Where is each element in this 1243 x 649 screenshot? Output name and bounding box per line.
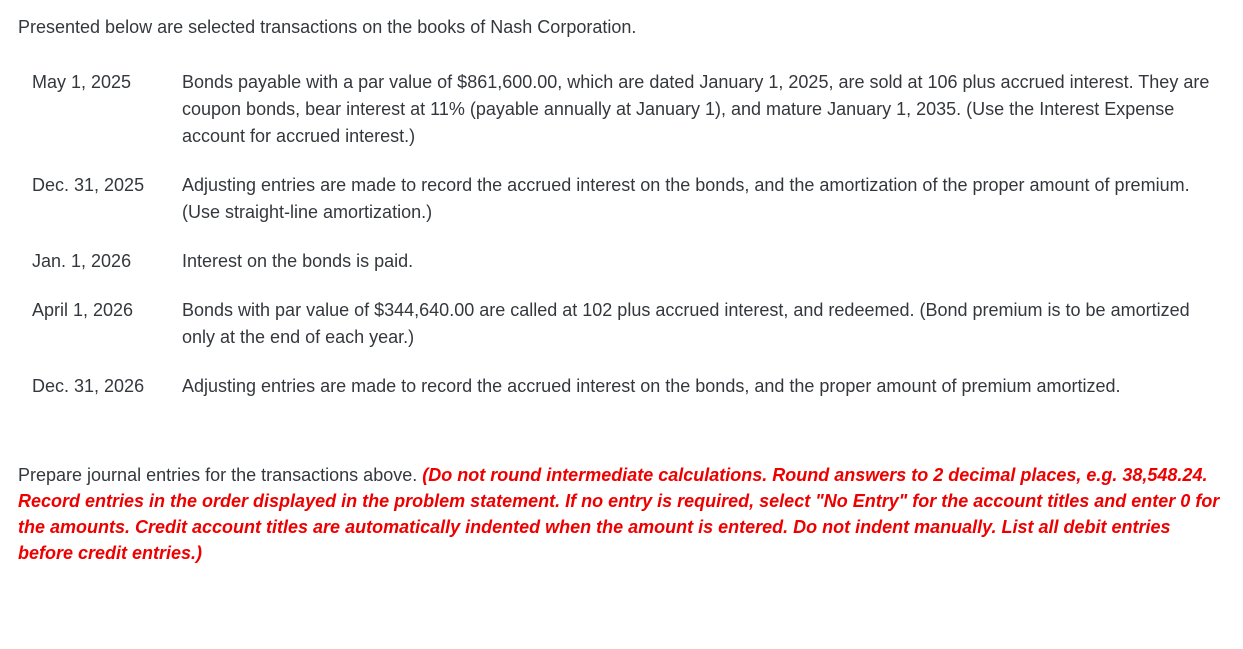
transaction-description: Adjusting entries are made to record the… bbox=[182, 172, 1225, 248]
transaction-row: May 1, 2025 Bonds payable with a par val… bbox=[32, 69, 1225, 172]
transaction-date: May 1, 2025 bbox=[32, 69, 182, 172]
instructions-lead: Prepare journal entries for the transact… bbox=[18, 465, 422, 485]
transaction-description: Interest on the bonds is paid. bbox=[182, 248, 1225, 297]
transaction-date: Dec. 31, 2025 bbox=[32, 172, 182, 248]
transaction-date: Dec. 31, 2026 bbox=[32, 373, 182, 422]
transaction-row: Dec. 31, 2026 Adjusting entries are made… bbox=[32, 373, 1225, 422]
transaction-date: April 1, 2026 bbox=[32, 297, 182, 373]
transaction-description: Bonds payable with a par value of $861,6… bbox=[182, 69, 1225, 172]
transaction-row: Dec. 31, 2025 Adjusting entries are made… bbox=[32, 172, 1225, 248]
intro-text: Presented below are selected transaction… bbox=[18, 14, 1225, 41]
instructions: Prepare journal entries for the transact… bbox=[18, 462, 1225, 566]
transaction-row: April 1, 2026 Bonds with par value of $3… bbox=[32, 297, 1225, 373]
transaction-description: Bonds with par value of $344,640.00 are … bbox=[182, 297, 1225, 373]
transaction-description: Adjusting entries are made to record the… bbox=[182, 373, 1225, 422]
transaction-row: Jan. 1, 2026 Interest on the bonds is pa… bbox=[32, 248, 1225, 297]
transactions-table: May 1, 2025 Bonds payable with a par val… bbox=[32, 69, 1225, 422]
transaction-date: Jan. 1, 2026 bbox=[32, 248, 182, 297]
